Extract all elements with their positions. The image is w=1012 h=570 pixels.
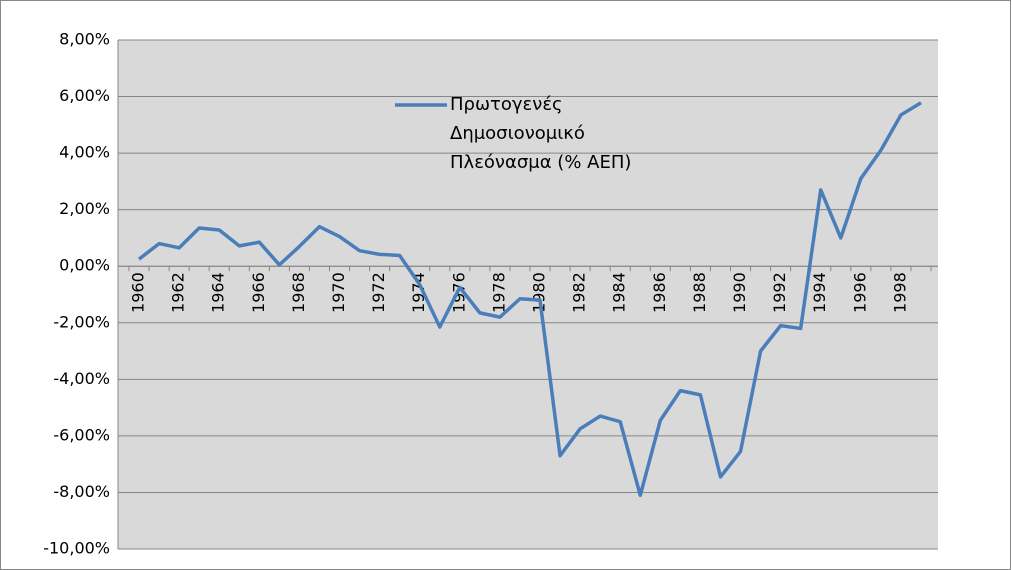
y-tick-label: -10,00% bbox=[43, 539, 110, 558]
y-tick-label: 4,00% bbox=[59, 143, 110, 162]
x-tick-label: 1968 bbox=[289, 272, 308, 313]
y-tick-label: -6,00% bbox=[53, 425, 110, 444]
x-tick-label: 1972 bbox=[369, 272, 388, 313]
x-tick-label: 1996 bbox=[850, 272, 869, 313]
y-tick-label: 8,00% bbox=[59, 30, 110, 49]
legend-label: Πρωτογενές Δημοσιονομικό Πλεόνασμα (% ΑΕ… bbox=[450, 94, 632, 173]
x-tick-label: 1988 bbox=[690, 272, 709, 313]
series-line bbox=[137, 101, 922, 498]
y-tick-label: -2,00% bbox=[53, 312, 110, 331]
y-tick-label: 0,00% bbox=[59, 256, 110, 275]
x-tick-label: 1960 bbox=[129, 272, 148, 313]
x-tick-label: 1966 bbox=[249, 272, 268, 313]
x-tick-label: 1986 bbox=[650, 272, 669, 313]
x-tick-label: 1970 bbox=[329, 272, 348, 313]
x-tick-label: 1982 bbox=[570, 272, 589, 313]
plot-area bbox=[118, 40, 938, 549]
x-tick-label: 1974 bbox=[409, 272, 428, 313]
x-tick-label: 1990 bbox=[730, 272, 749, 313]
x-tick-label: 1978 bbox=[489, 272, 508, 313]
x-tick-label: 1980 bbox=[530, 272, 549, 313]
y-tick-label: 2,00% bbox=[59, 199, 110, 218]
y-tick-label: -4,00% bbox=[53, 369, 110, 388]
x-tick-label: 1964 bbox=[209, 272, 228, 313]
x-tick-label: 1998 bbox=[890, 272, 909, 313]
x-tick-label: 1984 bbox=[610, 272, 629, 313]
x-tick-label: 1992 bbox=[770, 272, 789, 313]
y-tick-label: -8,00% bbox=[53, 482, 110, 501]
x-tick-label: 1994 bbox=[810, 272, 829, 313]
x-tick-label: 1962 bbox=[169, 272, 188, 313]
y-tick-label: 6,00% bbox=[59, 86, 110, 105]
